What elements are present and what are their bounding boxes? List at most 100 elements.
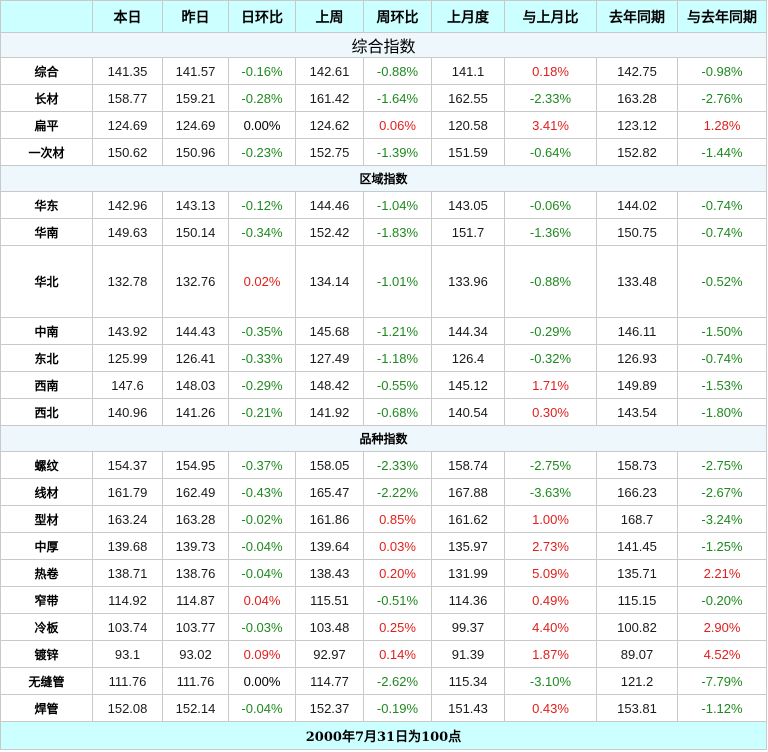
value-cell: -1.80%: [677, 398, 767, 426]
value-cell: 133.96: [431, 245, 505, 318]
value-cell: 1.28%: [677, 111, 767, 139]
value-cell: 2.90%: [677, 613, 767, 641]
value-cell: -0.04%: [228, 532, 296, 560]
value-cell: 1.71%: [504, 371, 597, 399]
table-row: 镀锌 93.1 93.02 0.09% 92.97 0.14% 91.39 1.87% 89.0…: [0, 640, 767, 668]
value-cell: -2.33%: [363, 451, 432, 479]
header-cell: 上月度: [431, 0, 505, 33]
table-row: 华南 149.63 150.14 -0.34% 152.42 -1.83% 151.7 -1.…: [0, 218, 767, 246]
value-cell: -0.68%: [363, 398, 432, 426]
value-cell: 139.64: [295, 532, 364, 560]
value-cell: 93.02: [162, 640, 229, 668]
row-label: 无缝管: [0, 667, 93, 695]
value-cell: 111.76: [162, 667, 229, 695]
value-cell: 152.42: [295, 218, 364, 246]
value-cell: 142.61: [295, 57, 364, 85]
value-cell: 153.81: [596, 694, 678, 722]
value-cell: -1.21%: [363, 317, 432, 345]
value-cell: 4.40%: [504, 613, 597, 641]
value-cell: 162.55: [431, 84, 505, 112]
value-cell: 138.76: [162, 559, 229, 587]
row-label: 螺纹: [0, 451, 93, 479]
value-cell: 150.62: [92, 138, 163, 166]
header-cell: 上周: [295, 0, 364, 33]
value-cell: -0.28%: [228, 84, 296, 112]
value-cell: 145.68: [295, 317, 364, 345]
value-cell: 3.41%: [504, 111, 597, 139]
value-cell: 151.7: [431, 218, 505, 246]
value-cell: 139.73: [162, 532, 229, 560]
row-label: 华东: [0, 191, 93, 219]
value-cell: -2.75%: [504, 451, 597, 479]
row-label: 华南: [0, 218, 93, 246]
value-cell: 132.76: [162, 245, 229, 318]
row-label: 西北: [0, 398, 93, 426]
value-cell: 140.54: [431, 398, 505, 426]
header-cell: 本日: [92, 0, 163, 33]
row-label: 窄带: [0, 586, 93, 614]
value-cell: 141.92: [295, 398, 364, 426]
value-cell: -1.44%: [677, 138, 767, 166]
value-cell: 93.1: [92, 640, 163, 668]
value-cell: 135.97: [431, 532, 505, 560]
row-label: 线材: [0, 478, 93, 506]
value-cell: 141.1: [431, 57, 505, 85]
row-label: 扁平: [0, 111, 93, 139]
value-cell: 152.75: [295, 138, 364, 166]
table-row: 一次材 150.62 150.96 -0.23% 152.75 -1.39% 151.59-…: [0, 138, 767, 166]
value-cell: 143.05: [431, 191, 505, 219]
value-cell: -2.67%: [677, 478, 767, 506]
value-cell: -1.18%: [363, 344, 432, 372]
value-cell: 0.30%: [504, 398, 597, 426]
header-cell: 日环比: [228, 0, 296, 33]
table-row: 综合 141.35 141.57 -0.16% 142.61 -0.88% 141.1 0.1…: [0, 57, 767, 85]
value-cell: 138.71: [92, 559, 163, 587]
row-label: 西南: [0, 371, 93, 399]
table-row: 线材 161.79 162.49 -0.43% 165.47 -2.22% 167.88 -3…: [0, 478, 767, 506]
value-cell: 161.79: [92, 478, 163, 506]
value-cell: -3.10%: [504, 667, 597, 695]
value-cell: -3.63%: [504, 478, 597, 506]
value-cell: 115.51: [295, 586, 364, 614]
value-cell: -2.76%: [677, 84, 767, 112]
value-cell: -0.23%: [228, 138, 296, 166]
value-cell: 115.34: [431, 667, 505, 695]
header-cell: 昨日: [162, 0, 229, 33]
value-cell: -0.04%: [228, 559, 296, 587]
value-cell: -0.21%: [228, 398, 296, 426]
value-cell: 144.43: [162, 317, 229, 345]
table-row: 型材 163.24 163.28 -0.02% 161.86 0.85% 161.62 1.0…: [0, 505, 767, 533]
value-cell: 143.92: [92, 317, 163, 345]
value-cell: -0.29%: [228, 371, 296, 399]
value-cell: 0.43%: [504, 694, 597, 722]
value-cell: 114.92: [92, 586, 163, 614]
row-label: 中厚: [0, 532, 93, 560]
value-cell: 167.88: [431, 478, 505, 506]
value-cell: 163.24: [92, 505, 163, 533]
row-label: 中南: [0, 317, 93, 345]
header-row: 本日 昨日 日环比 上周 周环比 上月度 与上月比 去年同期 与去年同期: [0, 0, 767, 33]
value-cell: -0.43%: [228, 478, 296, 506]
value-cell: 0.06%: [363, 111, 432, 139]
table-row: 窄带 114.92 114.87 0.04% 115.51 -0.51% 114.36 0.4…: [0, 586, 767, 614]
value-cell: -0.29%: [504, 317, 597, 345]
row-label: 长材: [0, 84, 93, 112]
value-cell: -0.03%: [228, 613, 296, 641]
value-cell: 163.28: [596, 84, 678, 112]
value-cell: 123.12: [596, 111, 678, 139]
value-cell: 114.36: [431, 586, 505, 614]
section-header-row: 品种指数: [0, 425, 767, 452]
section-header-row: 区域指数: [0, 165, 767, 192]
value-cell: 146.11: [596, 317, 678, 345]
value-cell: 134.14: [295, 245, 364, 318]
value-cell: 132.78: [92, 245, 163, 318]
value-cell: -0.32%: [504, 344, 597, 372]
value-cell: 121.2: [596, 667, 678, 695]
value-cell: 0.14%: [363, 640, 432, 668]
value-cell: 133.48: [596, 245, 678, 318]
value-cell: -1.01%: [363, 245, 432, 318]
value-cell: 159.21: [162, 84, 229, 112]
value-cell: -0.55%: [363, 371, 432, 399]
value-cell: -0.06%: [504, 191, 597, 219]
